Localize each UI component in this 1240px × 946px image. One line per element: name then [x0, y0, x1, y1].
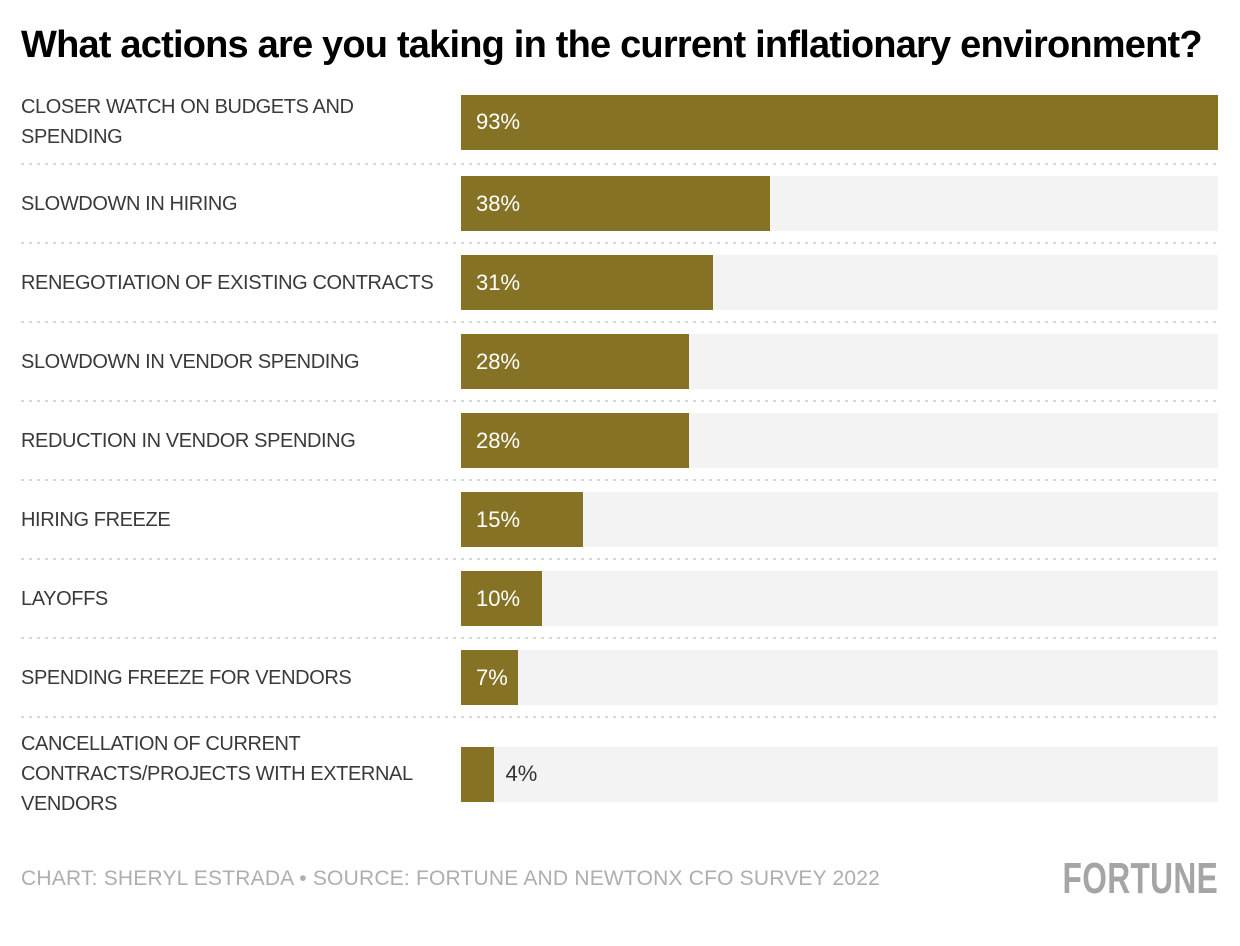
credit-line: CHART: SHERYL ESTRADA • SOURCE: FORTUNE …	[21, 867, 881, 891]
chart-row: SPENDING FREEZE FOR VENDORS 7%	[21, 639, 1218, 716]
row-separator	[21, 716, 1218, 719]
bar-track: 28%	[461, 334, 1218, 390]
bar-track: 7%	[461, 650, 1218, 706]
fortune-logo: FORTUNE	[1062, 854, 1218, 904]
row-separator	[21, 400, 1218, 403]
bar-value: 31%	[476, 269, 521, 295]
bar-track: 31%	[461, 255, 1218, 311]
row-label: SPENDING FREEZE FOR VENDORS	[21, 666, 352, 689]
bar-value: 4%	[505, 761, 538, 787]
row-label: LAYOFFS	[21, 587, 108, 610]
row-label: SLOWDOWN IN HIRING	[21, 192, 238, 215]
bar-value: 28%	[476, 348, 521, 374]
chart-row: CLOSER WATCH ON BUDGETS AND SPENDING 93%	[21, 81, 1218, 163]
row-separator	[21, 637, 1218, 640]
bar-value: 10%	[476, 585, 521, 611]
row-separator	[21, 163, 1218, 166]
footer: CHART: SHERYL ESTRADA • SOURCE: FORTUNE …	[21, 854, 1218, 904]
row-label: CANCELLATION OF CURRENT CONTRACTS/PROJEC…	[21, 733, 412, 816]
bar-track: 28%	[461, 413, 1218, 469]
row-separator	[21, 321, 1218, 324]
row-label: REDUCTION IN VENDOR SPENDING	[21, 429, 356, 452]
bar-fill: 10%	[461, 571, 543, 627]
chart-row: REDUCTION IN VENDOR SPENDING 28%	[21, 402, 1218, 479]
chart-row: LAYOFFS 10%	[21, 560, 1218, 637]
bar-track: 15%	[461, 492, 1218, 548]
row-separator	[21, 479, 1218, 482]
bar-track: 4%	[461, 746, 1218, 802]
bar-track: 38%	[461, 176, 1218, 232]
chart-row: CANCELLATION OF CURRENT CONTRACTS/PROJEC…	[21, 718, 1218, 830]
row-separator	[21, 242, 1218, 245]
bar-track: 10%	[461, 571, 1218, 627]
row-label: CLOSER WATCH ON BUDGETS AND SPENDING	[21, 96, 354, 149]
chart-row: SLOWDOWN IN HIRING 38%	[21, 165, 1218, 242]
bar-fill: 7%	[461, 650, 518, 706]
bar-value: 93%	[476, 109, 521, 135]
chart-title: What actions are you taking in the curre…	[21, 24, 1203, 66]
row-label: SLOWDOWN IN VENDOR SPENDING	[21, 350, 360, 373]
bar-fill: 28%	[461, 413, 689, 469]
bar-fill: 28%	[461, 334, 689, 390]
chart-row: SLOWDOWN IN VENDOR SPENDING 28%	[21, 323, 1218, 400]
bar-value: 28%	[476, 427, 521, 453]
bar-value: 15%	[476, 506, 521, 532]
bar-fill: 38%	[461, 176, 771, 232]
bar-value: 7%	[476, 664, 508, 690]
row-label: HIRING FREEZE	[21, 508, 171, 531]
bar-value: 38%	[476, 190, 521, 216]
bar-fill: 31%	[461, 255, 714, 311]
row-separator	[21, 558, 1218, 561]
bar-fill: 93%	[461, 94, 1218, 150]
bar-track: 93%	[461, 94, 1218, 150]
bar-chart: CLOSER WATCH ON BUDGETS AND SPENDING 93% S…	[21, 81, 1218, 830]
bar-fill	[461, 746, 494, 802]
row-label: RENEGOTIATION OF EXISTING CONTRACTS	[21, 271, 434, 294]
chart-row: HIRING FREEZE 15%	[21, 481, 1218, 558]
bar-fill: 15%	[461, 492, 584, 548]
chart-row: RENEGOTIATION OF EXISTING CONTRACTS 31%	[21, 244, 1218, 321]
